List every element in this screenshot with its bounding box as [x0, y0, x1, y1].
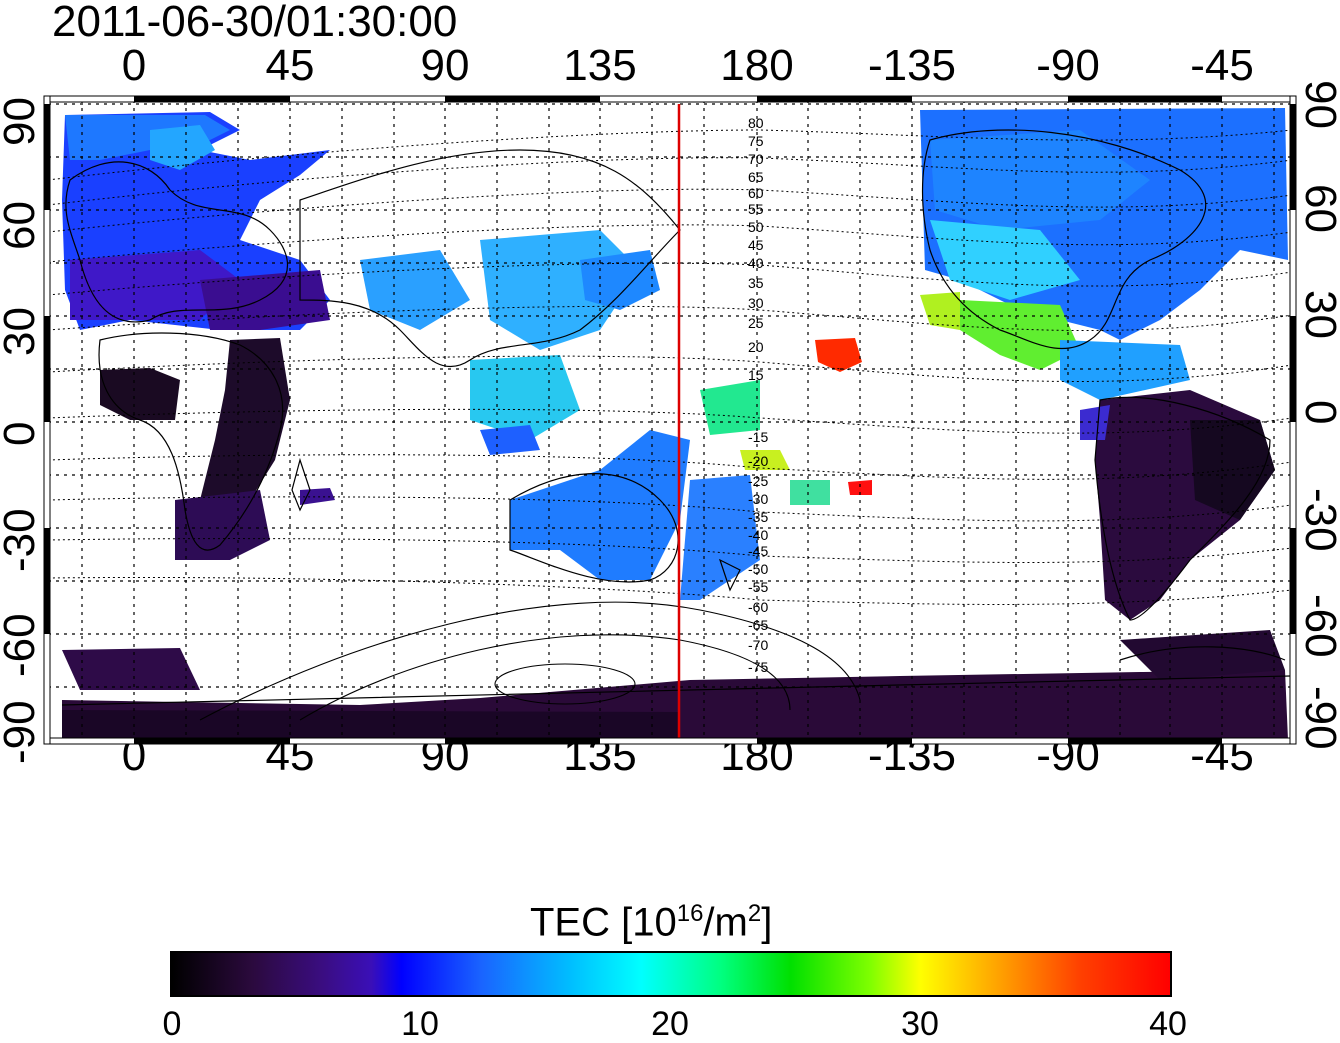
contour-label: 20: [748, 339, 764, 355]
colorbar-tick: 30: [901, 1005, 939, 1043]
contour-label: -25: [748, 473, 768, 489]
contour-label: -35: [748, 509, 768, 525]
contour-label: -55: [748, 579, 768, 595]
contour-label: 40: [748, 255, 764, 271]
contour-labels: 80 75 70 65 60 55 50 45 40 35 30 25 20 1…: [748, 115, 768, 675]
colorbar-tick: 10: [401, 1005, 439, 1043]
contour-label: 65: [748, 169, 764, 185]
map-frame: [43, 95, 1297, 745]
contour-label: -45: [748, 543, 768, 559]
lon-top-tick: 45: [265, 41, 315, 90]
contour-label: -50: [748, 561, 768, 577]
contour-label: 35: [748, 275, 764, 291]
tec-colorbar: [170, 951, 1172, 997]
tec-data-layer: [62, 108, 1288, 740]
magnetic-contours: [48, 129, 1292, 605]
colorbar-title: TEC [1016/m2]: [530, 900, 773, 945]
contour-label: 50: [748, 219, 764, 235]
colorbar-tick: 0: [162, 1005, 182, 1043]
contour-label: -15: [748, 429, 768, 445]
contour-label: -70: [748, 637, 768, 653]
contour-label: -60: [748, 599, 768, 615]
contour-label: 75: [748, 133, 764, 149]
map-title: 2011-06-30/01:30:00: [52, 0, 458, 46]
lon-top-tick: -135: [867, 41, 957, 90]
contour-label: 60: [748, 185, 764, 201]
lon-top-tick: 135: [563, 41, 637, 90]
south-pole-contours: [199, 601, 861, 721]
contour-label: -75: [748, 659, 768, 675]
coastlines: [61, 129, 1291, 706]
lon-top-tick: 180: [720, 41, 794, 90]
contour-label: 15: [748, 367, 764, 383]
contour-label: 55: [748, 201, 764, 217]
colorbar-tick: 20: [651, 1005, 689, 1043]
lon-top-tick: -90: [1036, 41, 1100, 90]
lon-top-tick: -45: [1190, 41, 1254, 90]
contour-label: -30: [748, 491, 768, 507]
lon-top-tick: 90: [420, 41, 470, 90]
contour-label: 80: [748, 115, 764, 131]
contour-label: 70: [748, 151, 764, 167]
contour-label: 25: [748, 315, 764, 331]
contour-label: -40: [748, 527, 768, 543]
contour-label: 30: [748, 295, 764, 311]
tec-world-map: 80 75 70 65 60 55 50 45 40 35 30 25 20 1…: [43, 95, 1297, 745]
contour-label: 45: [748, 237, 764, 253]
graticule: [48, 100, 1292, 740]
contour-label: -65: [748, 617, 768, 633]
contour-label: -20: [748, 453, 768, 469]
colorbar-tick: 40: [1149, 1005, 1187, 1043]
lon-top-tick: 0: [121, 41, 147, 90]
